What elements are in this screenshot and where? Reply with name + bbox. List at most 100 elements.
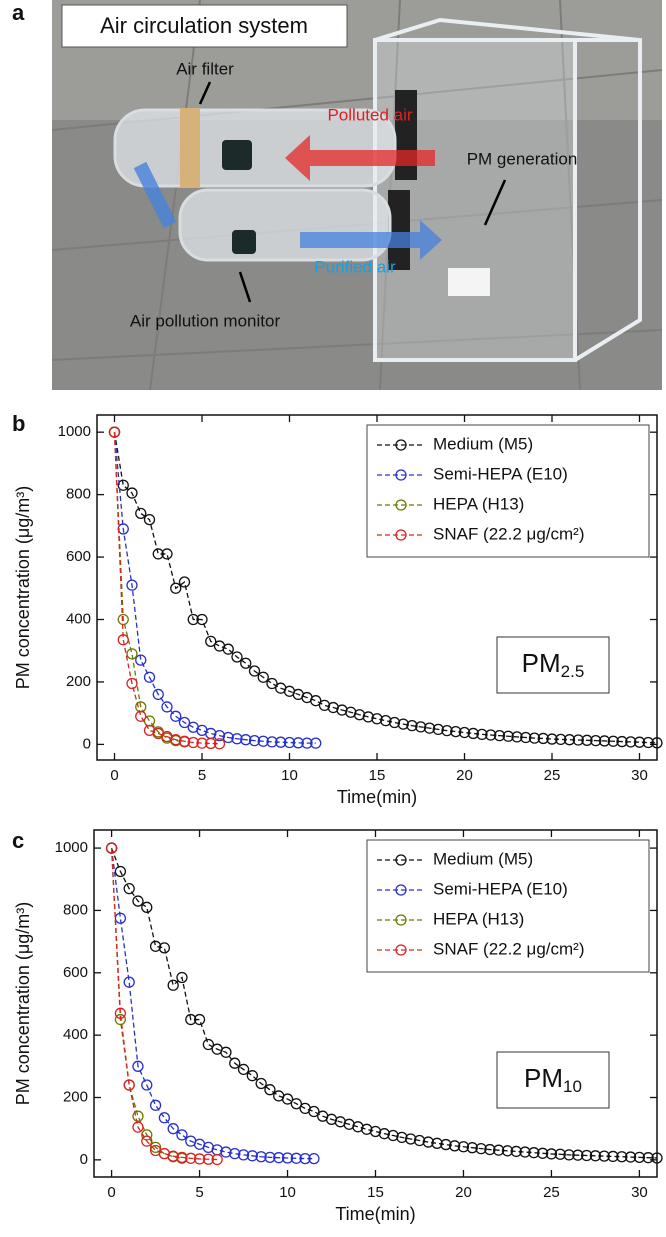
data-point [502,730,514,742]
data-point [458,726,471,739]
series-line [113,432,220,745]
photo-label: Polluted air [327,105,412,124]
data-point [257,735,269,747]
data-point [493,1144,505,1156]
data-point [141,1079,153,1091]
data-point [580,1149,593,1162]
data-point [255,1077,267,1090]
data-point [149,1099,162,1111]
data-point [318,699,331,712]
data-point [432,723,444,736]
x-tick-label: 20 [455,1184,472,1201]
data-point [202,1153,215,1165]
data-point [281,1152,294,1164]
data-point [141,1135,153,1147]
data-point [229,1147,241,1160]
data-point [231,733,243,745]
y-tick-label: 0 [80,1151,88,1168]
photo-panel: Air circulation system Air filter Pollut… [51,0,663,391]
data-point [255,1151,267,1163]
data-point [143,513,156,526]
data-point [415,721,427,733]
y-tick-label: 1000 [55,839,88,856]
data-point [273,1152,285,1164]
legend-marker [395,914,407,926]
y-axis-label: PM concentration (μg/m³) [13,486,33,689]
lower-pipe [178,188,392,262]
data-point [283,736,296,749]
data-point [450,725,462,738]
y-axis-label: PM concentration (μg/m³) [13,902,33,1105]
y-tick-label: 400 [66,610,91,627]
data-point [114,865,127,878]
y-tick-label: 400 [63,1026,88,1043]
data-point [476,728,488,741]
data-point [554,1148,566,1160]
data-point [387,1129,399,1142]
data-point [126,579,138,591]
data-point [152,688,164,701]
data-point [546,733,558,745]
data-point [222,731,234,744]
data-point [246,1150,258,1162]
data-point [149,940,162,952]
data-point [132,895,144,907]
series-line [113,432,658,744]
y-tick-label: 200 [66,673,91,690]
x-tick-label: 10 [281,767,298,784]
panel-label: c [12,828,24,853]
data-point [108,426,121,438]
data-point [176,1151,188,1164]
legend-label: SNAF (22.2 μg/cm²) [433,939,585,958]
data-point [563,1149,575,1161]
label-arrow [238,271,252,303]
data-point [264,1151,276,1164]
data-point [114,1007,127,1019]
photo-label: PM generation [467,149,578,168]
data-point [193,1013,206,1026]
annotation-box [496,636,610,694]
data-point [336,704,348,716]
data-point [158,942,171,954]
data-point [642,1152,654,1164]
data-point [590,734,602,747]
data-point [290,1152,302,1164]
data-point [141,1129,153,1141]
data-point [598,1150,610,1162]
data-point [633,1151,646,1164]
data-point [484,1143,496,1156]
annotation-box [496,1051,610,1109]
photo-title-box [61,4,348,48]
data-point [135,710,147,722]
data-point [441,725,453,737]
data-point [220,1046,232,1058]
data-point [572,1149,584,1161]
data-point [528,1147,540,1159]
series-line [110,848,314,1160]
x-tick-label: 15 [367,1184,384,1201]
data-point [187,613,199,626]
data-point [248,734,261,747]
data-point [240,734,252,746]
data-point [123,882,135,895]
legend-marker [395,439,407,451]
data-point [167,979,179,991]
data-point [275,736,287,748]
data-point [396,1131,408,1144]
y-tick-label: 1000 [58,423,91,440]
data-point [213,729,226,742]
data-point [123,1079,135,1091]
x-tick-label: 25 [543,1184,560,1201]
legend-marker [395,529,407,541]
x-tick-label: 5 [198,767,206,784]
data-point [589,1150,602,1162]
data-point [170,734,182,746]
data-point [301,737,313,749]
data-point [158,1112,171,1124]
data-point [167,1123,179,1135]
legend-marker [395,499,407,511]
data-point [598,735,611,747]
annotation-sub: 2.5 [561,662,585,681]
y-tick-label: 200 [63,1088,88,1105]
data-point [231,651,243,663]
